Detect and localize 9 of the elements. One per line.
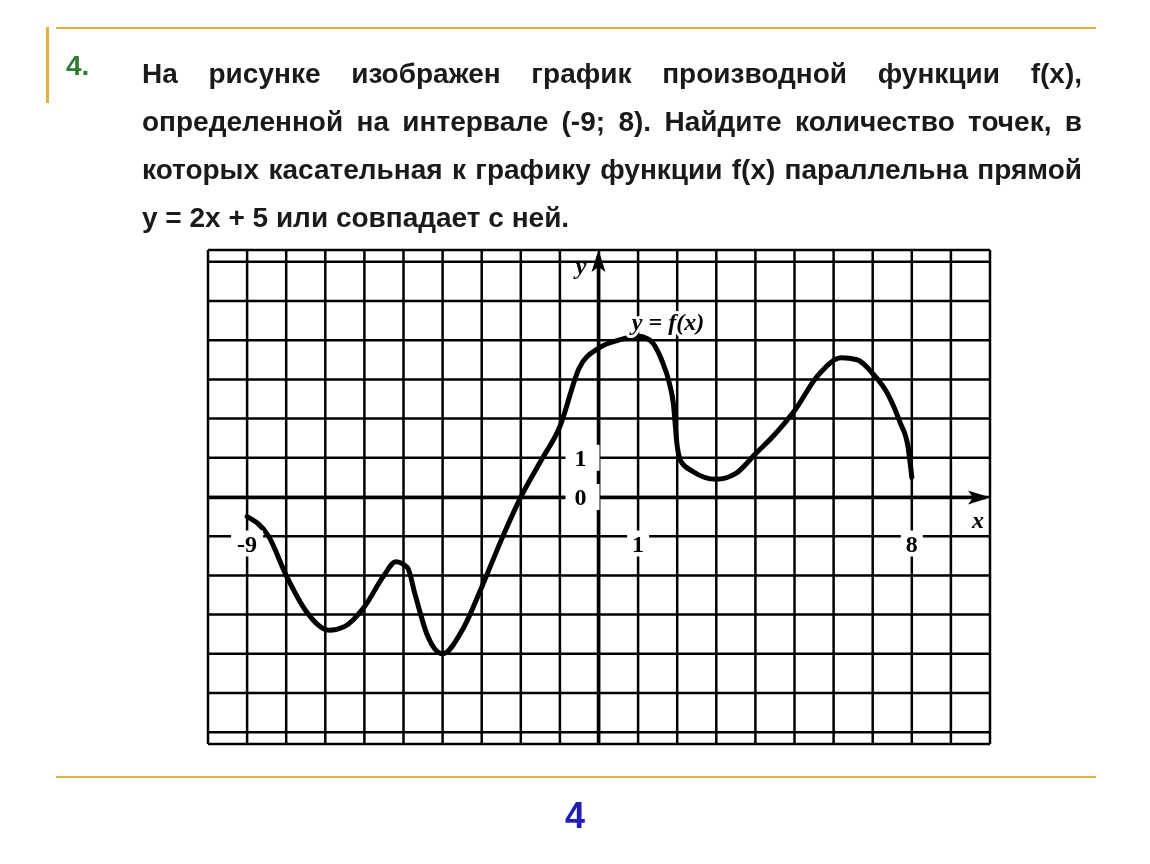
text: 4. [66, 50, 90, 82]
chart-title: На рисунке изображен график производной функции f(x), определенной на интервале (-9; 8). Найдите количество точек, в которых касательная к графику функции f(x) параллельна прямой y = 2x + 5 или совпадает с ней. [142, 57, 1082, 235]
x-tick-label: 8 [905, 530, 918, 557]
x-tick-label: 1 [632, 530, 645, 557]
y-tick-label: 0 [574, 484, 587, 510]
y-axis-title: y [572, 253, 587, 279]
x-tick-label: -9 [237, 530, 258, 557]
text: 4 [564, 795, 586, 837]
x-axis-title: x [971, 506, 984, 533]
